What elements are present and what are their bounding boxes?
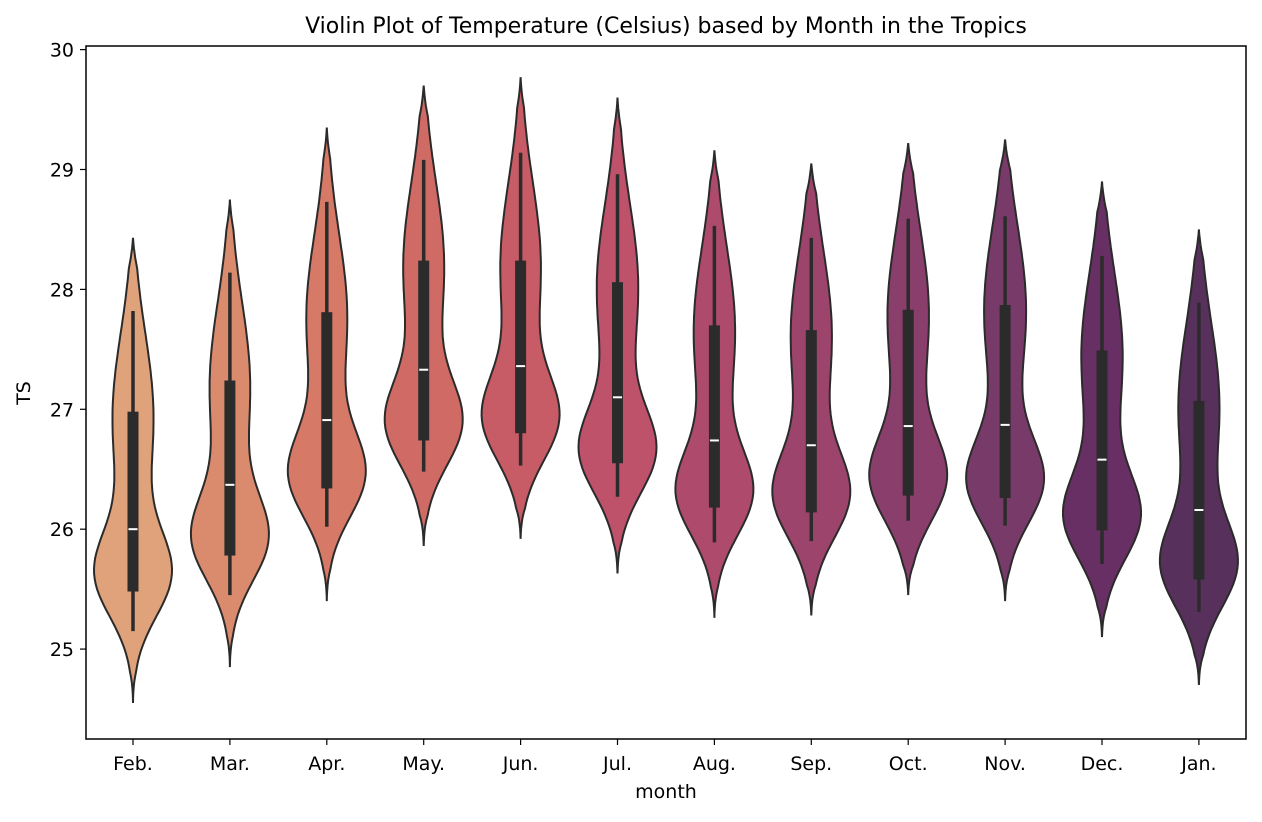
x-tick-label-jun: Jun. [502, 753, 539, 775]
iqr-box-mar [224, 380, 236, 556]
x-tick-label-feb: Feb. [113, 753, 153, 775]
x-tick-label-dec: Dec. [1081, 753, 1124, 775]
iqr-box-jan [1193, 400, 1205, 580]
iqr-box-apr [321, 312, 333, 489]
x-tick-label-aug: Aug. [693, 753, 736, 775]
iqr-box-nov [999, 304, 1011, 499]
x-tick-label-jul: Jul. [602, 753, 632, 775]
iqr-box-feb [127, 411, 139, 592]
y-axis-ticks: 25 26 27 28 29 30 [50, 40, 86, 661]
iqr-box-oct [902, 309, 914, 496]
y-tick-label: 27 [50, 399, 74, 421]
plot-frame [85, 45, 1247, 740]
iqr-box-aug [708, 325, 720, 508]
x-tick-label-may: May. [402, 753, 445, 775]
iqr-box-sep [805, 330, 817, 513]
x-tick-label-mar: Mar. [210, 753, 250, 775]
iqr-box-jul [612, 282, 623, 464]
x-tick-label-jan: Jan. [1180, 753, 1216, 775]
x-axis-ticks: Feb. Mar. Apr. May. Jun. Jul. Aug. Sep. Oct. Nov.… [113, 739, 1217, 775]
iqr-box-dec [1096, 350, 1108, 531]
iqr-box-jun [515, 260, 527, 434]
x-tick-label-sep: Sep. [790, 753, 832, 775]
y-tick-label: 30 [50, 40, 74, 62]
x-tick-label-apr: Apr. [308, 753, 345, 775]
iqr-box-may [418, 260, 430, 441]
y-tick-label: 25 [50, 639, 74, 661]
x-tick-label-oct: Oct. [889, 753, 928, 775]
y-tick-label: 29 [50, 159, 74, 181]
violins [92, 77, 1239, 704]
y-tick-label: 28 [50, 279, 74, 301]
x-axis-label: month [635, 781, 697, 803]
y-axis-label: TS [13, 381, 35, 406]
y-tick-label: 26 [50, 519, 74, 541]
box-overlays [127, 152, 1205, 632]
chart-title: Violin Plot of Temperature (Celsius) bas… [305, 14, 1027, 39]
x-tick-label-nov: Nov. [984, 753, 1026, 775]
